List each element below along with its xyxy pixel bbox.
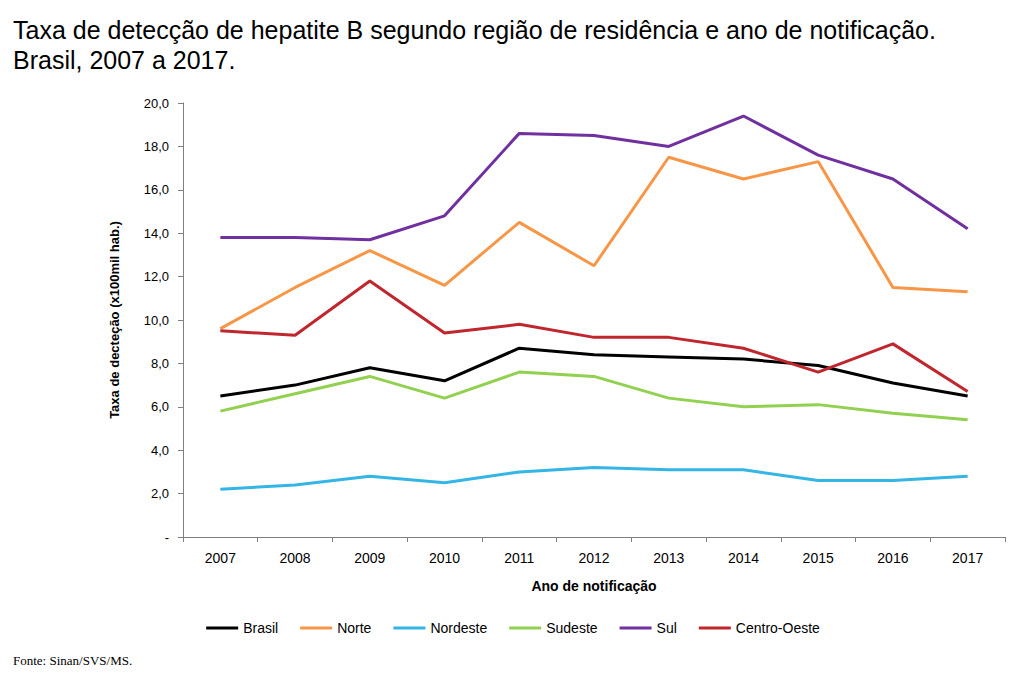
svg-text:Nordeste: Nordeste [430,620,487,636]
svg-text:4,0: 4,0 [151,443,169,458]
svg-text:14,0: 14,0 [144,226,169,241]
svg-text:Taxa de decteção (x100mil hab.: Taxa de decteção (x100mil hab.) [107,221,122,419]
svg-text:2008: 2008 [280,550,311,566]
svg-text:12,0: 12,0 [144,269,169,284]
svg-text:2016: 2016 [877,550,908,566]
svg-text:Sul: Sul [657,620,677,636]
svg-text:Brasil, 2007 a 2017.: Brasil, 2007 a 2017. [13,46,235,74]
svg-text:10,0: 10,0 [144,313,169,328]
svg-text:2017: 2017 [952,550,983,566]
svg-text:Sudeste: Sudeste [546,620,598,636]
svg-text:Centro-Oeste: Centro-Oeste [736,620,820,636]
svg-text:2007: 2007 [205,550,236,566]
svg-text:-: - [165,530,169,545]
svg-text:20,0: 20,0 [144,96,169,111]
svg-text:2015: 2015 [803,550,834,566]
svg-text:2010: 2010 [429,550,460,566]
svg-text:2011: 2011 [504,550,534,566]
svg-text:2013: 2013 [653,550,684,566]
svg-text:16,0: 16,0 [144,182,169,197]
svg-text:2009: 2009 [354,550,385,566]
svg-text:Norte: Norte [337,620,371,636]
svg-text:Fonte: Sinan/SVS/MS.: Fonte: Sinan/SVS/MS. [13,653,132,668]
svg-text:8,0: 8,0 [151,356,169,371]
svg-text:2012: 2012 [578,550,609,566]
svg-text:2,0: 2,0 [151,486,169,501]
svg-text:6,0: 6,0 [151,399,169,414]
svg-text:2014: 2014 [728,550,759,566]
svg-text:Taxa de detecção de hepatite B: Taxa de detecção de hepatite B segundo r… [13,16,936,44]
svg-text:Brasil: Brasil [243,620,278,636]
svg-text:18,0: 18,0 [144,139,169,154]
svg-text:Ano de notificação: Ano de notificação [531,578,656,594]
